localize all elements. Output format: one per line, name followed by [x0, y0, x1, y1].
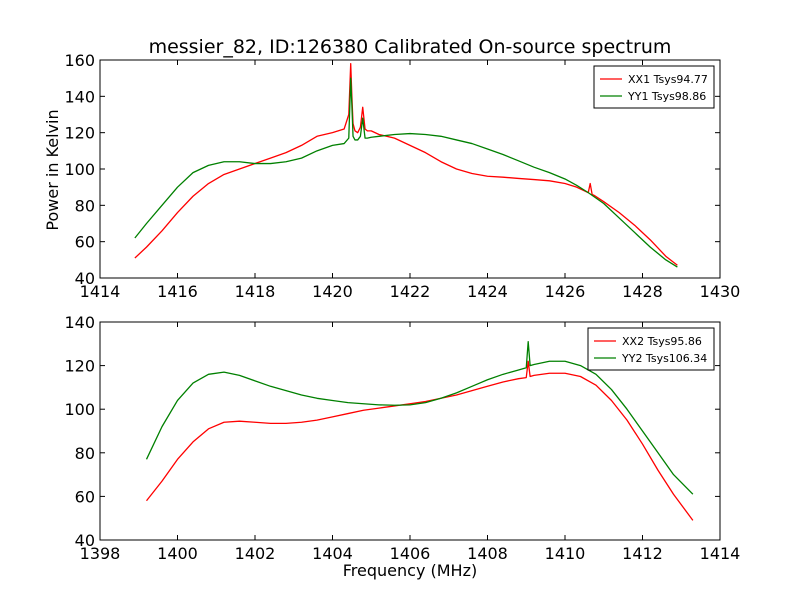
x-axis-label: Frequency (MHz): [343, 561, 477, 580]
legend-label: YY2 Tsys106.34: [621, 352, 707, 365]
series-line-yy2: [145, 340, 694, 495]
top-panel: 1414 1416 1418 1420 1422 1424 1426 1428 1430 40 60…: [64, 51, 740, 301]
x-tick-label: 1406: [390, 544, 431, 563]
x-tick-label: 1400: [157, 544, 198, 563]
y-tick-label: 80: [75, 196, 95, 215]
x-tick-label: 1414: [80, 282, 121, 301]
y-tick-label: 120: [64, 357, 95, 376]
legend-box: [587, 327, 715, 371]
x-tick-label: 1408: [467, 544, 508, 563]
x-tick-label: 1430: [700, 282, 741, 301]
legend-label: YY1 Tsys98.86: [627, 90, 706, 103]
y-tick-label: 140: [64, 87, 95, 106]
x-tick-label: 1426: [545, 282, 586, 301]
x-tick-label: 1428: [622, 282, 663, 301]
legend-box: [593, 65, 715, 109]
x-tick-label: 1424: [467, 282, 508, 301]
x-tick-label: 1416: [157, 282, 198, 301]
x-tick-label: 1398: [80, 544, 121, 563]
x-tick-label: 1404: [312, 544, 353, 563]
y-tick-label: 40: [75, 269, 95, 288]
y-tick-label: 100: [64, 400, 95, 419]
x-tick-label: 1420: [312, 282, 353, 301]
x-tick-label: 1414: [700, 544, 741, 563]
x-tick-label: 1418: [235, 282, 276, 301]
legend-label: XX1 Tsys94.77: [628, 73, 708, 86]
legend: XX1 Tsys94.77 YY1 Tsys98.86: [593, 65, 715, 109]
y-tick-label: 120: [64, 124, 95, 143]
y-tick-label: 60: [75, 233, 95, 252]
y-tick-label: 60: [75, 487, 95, 506]
bottom-panel: 1398 1400 1402 1404 1406 1408 1410 1412 1414 40 60…: [64, 313, 740, 563]
legend: XX2 Tsys95.86 YY2 Tsys106.34: [587, 327, 715, 371]
y-tick-label: 80: [75, 444, 95, 463]
y-tick-label: 100: [64, 160, 95, 179]
x-tick-label: 1410: [545, 544, 586, 563]
x-tick-label: 1402: [235, 544, 276, 563]
series-line-xx1: [134, 62, 678, 266]
series-line-yy1: [134, 77, 678, 268]
figure-title: messier_82, ID:126380 Calibrated On-sour…: [149, 36, 672, 58]
legend-label: XX2 Tsys95.86: [622, 335, 702, 348]
y-axis-label: Power in Kelvin: [43, 109, 62, 230]
y-tick-label: 140: [64, 313, 95, 332]
x-tick-label: 1422: [390, 282, 431, 301]
y-tick-label: 160: [64, 51, 95, 70]
x-tick-label: 1412: [622, 544, 663, 563]
y-tick-label: 40: [75, 531, 95, 550]
